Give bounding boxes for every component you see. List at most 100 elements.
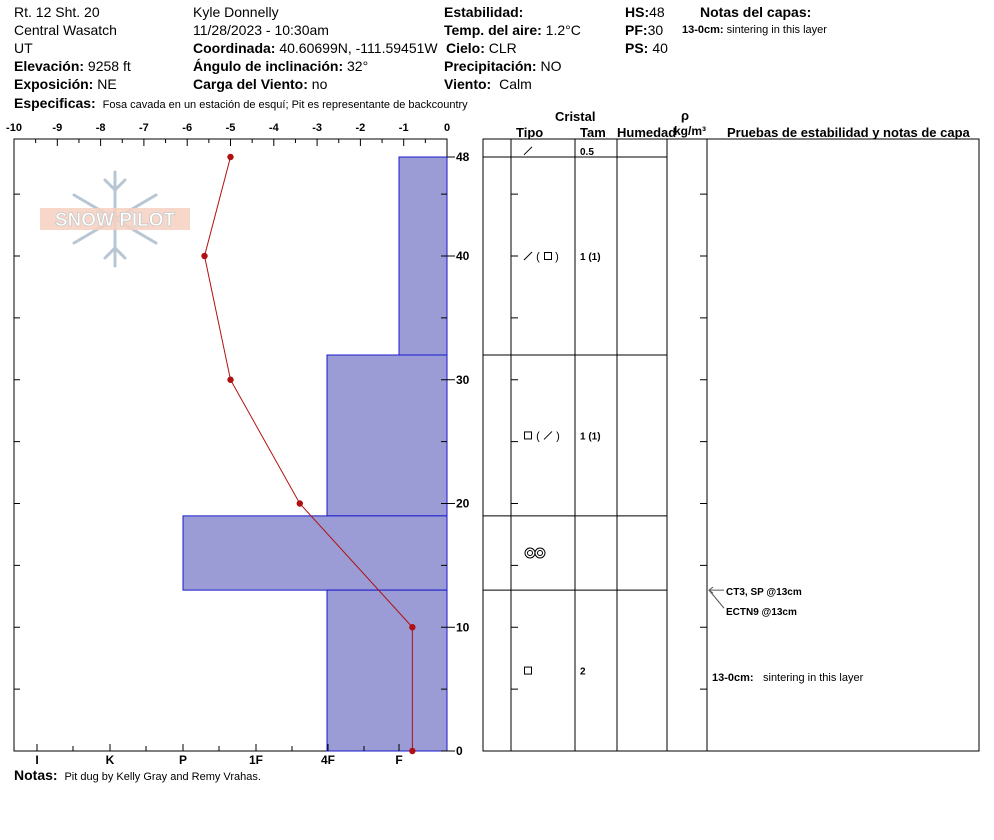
sky: Cielo: CLR [444, 40, 517, 56]
hardness-bar [326, 589, 448, 752]
paren-glyph: ( [536, 251, 540, 263]
slope-angle: Ángulo de inclinación: 32° [193, 58, 368, 74]
wind-load: Carga del Viento: no [193, 76, 327, 92]
hardness-label: K [106, 753, 115, 767]
grain-size-label: 1 (1) [580, 252, 601, 263]
observer-name: Kyle Donnelly [193, 4, 279, 20]
decomposing-with-faceted-icon: () [523, 251, 559, 263]
height-tick-label: 30 [456, 373, 470, 387]
air-temperature-value: 1.2°C [545, 22, 581, 38]
temp-tick-label: -5 [226, 122, 236, 134]
test-arrow [708, 586, 714, 594]
temp-tick-label: -4 [269, 122, 280, 134]
hardness-label: 4F [321, 753, 335, 767]
wind: Viento: Calm [444, 76, 532, 92]
observation-datetime: 11/28/2023 - 10:30am [193, 22, 329, 38]
specifics-value: Fosa cavada en un estación de esquí; Pit… [102, 99, 468, 111]
snow-height: HS:48 [625, 4, 665, 20]
pit-depth-value: 30 [647, 22, 664, 38]
precipitation-value: NO [540, 58, 562, 74]
layer-rows [483, 156, 667, 591]
slope-angle-value: 32° [347, 58, 369, 74]
coordinates: Coordinada: 40.60699N, -111.59451W [193, 40, 438, 56]
hardness-bar [182, 515, 448, 591]
height-tick-label: 10 [456, 620, 470, 634]
ps-value-line: PS: 40 [625, 40, 668, 56]
test-pointer [708, 589, 725, 609]
hardness-label: I [35, 753, 38, 767]
hardness-label: P [179, 753, 187, 767]
sky-value: CLR [488, 40, 517, 56]
air-temperature: Temp. del aire: 1.2°C [444, 22, 581, 38]
temp-tick-label: -8 [96, 122, 106, 134]
temperature-point [409, 624, 416, 631]
faceted-crystal-icon [524, 666, 532, 675]
precipitation: Precipitación: NO [444, 58, 561, 74]
notes-value: Pit dug by Kelly Gray and Remy Vrahas. [64, 771, 261, 783]
slope-angle-label: Ángulo de inclinación: [193, 58, 344, 74]
header-rho: ρ [681, 108, 690, 123]
location-line-3: UT [14, 40, 33, 56]
temperature-profile [201, 153, 416, 755]
paren-glyph: ) [556, 430, 560, 442]
temperature-axis: -10 -9 -8 -7 -6 -5 -4 -3 -2 -1 0 [6, 122, 450, 146]
location-line-1: Rt. 12 Sht. 20 [14, 4, 100, 20]
header-cristal: Cristal [555, 109, 596, 124]
grain-size-label: 2 [580, 667, 586, 678]
stability-label: Estabilidad: [444, 4, 524, 20]
temp-tick-label: -9 [52, 122, 62, 134]
wind-value: Calm [499, 76, 532, 92]
faceted-glyph [524, 666, 532, 675]
temperature-point [409, 747, 416, 755]
decomposing-glyph [523, 146, 533, 156]
snow-height-label: HS: [625, 4, 650, 20]
hardness-axis: I K P 1F 4F F [35, 744, 403, 767]
aspect-label: Exposición: [14, 76, 94, 92]
table-height-ticks [511, 193, 707, 752]
stability-test-label: CT3, SP @13cm [726, 587, 802, 598]
grain-size-label: 1 (1) [580, 431, 601, 442]
hardness-label: F [395, 753, 402, 767]
ps-value: 40 [652, 40, 668, 56]
wind-load-value: no [311, 76, 328, 92]
melt-glyph [537, 550, 543, 556]
height-tick-label: 0 [456, 744, 463, 758]
layer-note-range: 13-0cm: [712, 672, 754, 684]
snow-height-value: 48 [649, 4, 665, 20]
table-frame [482, 138, 980, 752]
layer-notes-text: sintering in this layer [726, 24, 827, 36]
temp-tick-label: -1 [399, 122, 409, 134]
hardness-label: 1F [249, 753, 263, 767]
aspect-value: NE [97, 76, 117, 92]
layer-note-text: sintering in this layer [763, 672, 864, 684]
temperature-point [201, 252, 208, 260]
elevation: Elevación: 9258 ft [14, 58, 131, 74]
ps-label: PS: [625, 40, 649, 56]
elevation-label: Elevación: [14, 58, 85, 74]
sky-label: Cielo: [446, 40, 485, 56]
paren-glyph: ( [536, 430, 540, 442]
header-tipo: Tipo [516, 125, 544, 140]
stability-test-label: ECTN9 @13cm [726, 607, 797, 618]
temp-tick-label: -2 [356, 122, 366, 134]
wind-load-label: Carga del Viento: [193, 76, 308, 92]
decomposing-glyph [523, 251, 533, 261]
faceted-glyph [524, 431, 532, 440]
faceted-glyph [544, 252, 552, 260]
coordinates-value: 40.60699N, -111.59451W [279, 40, 438, 56]
pit-depth: PF:30 [625, 22, 663, 38]
melt-glyph [524, 547, 536, 559]
header-density-unit: kg/m³ [674, 124, 707, 138]
stability-tests: CT3, SP @13cm ECTN9 @13cm 13-0cm: sintering… [708, 586, 864, 684]
notes: Notas: Pit dug by Kelly Gray and Remy Vr… [14, 767, 261, 784]
temperature-point [227, 153, 234, 161]
paren-glyph: ) [555, 251, 559, 263]
header-tests: Pruebas de estabilidad y notas de capa [727, 125, 970, 140]
precipitation-particle-icon [523, 146, 533, 156]
notes-label: Notas: [14, 767, 58, 783]
hardness-bar [326, 354, 448, 517]
layer-labels: 0.5 () 1 (1) () 1 (1) 2 [523, 146, 601, 678]
layer-notes-entry: 13-0cm: sintering in this layer [682, 24, 827, 37]
pit-depth-label: PF: [625, 22, 648, 38]
